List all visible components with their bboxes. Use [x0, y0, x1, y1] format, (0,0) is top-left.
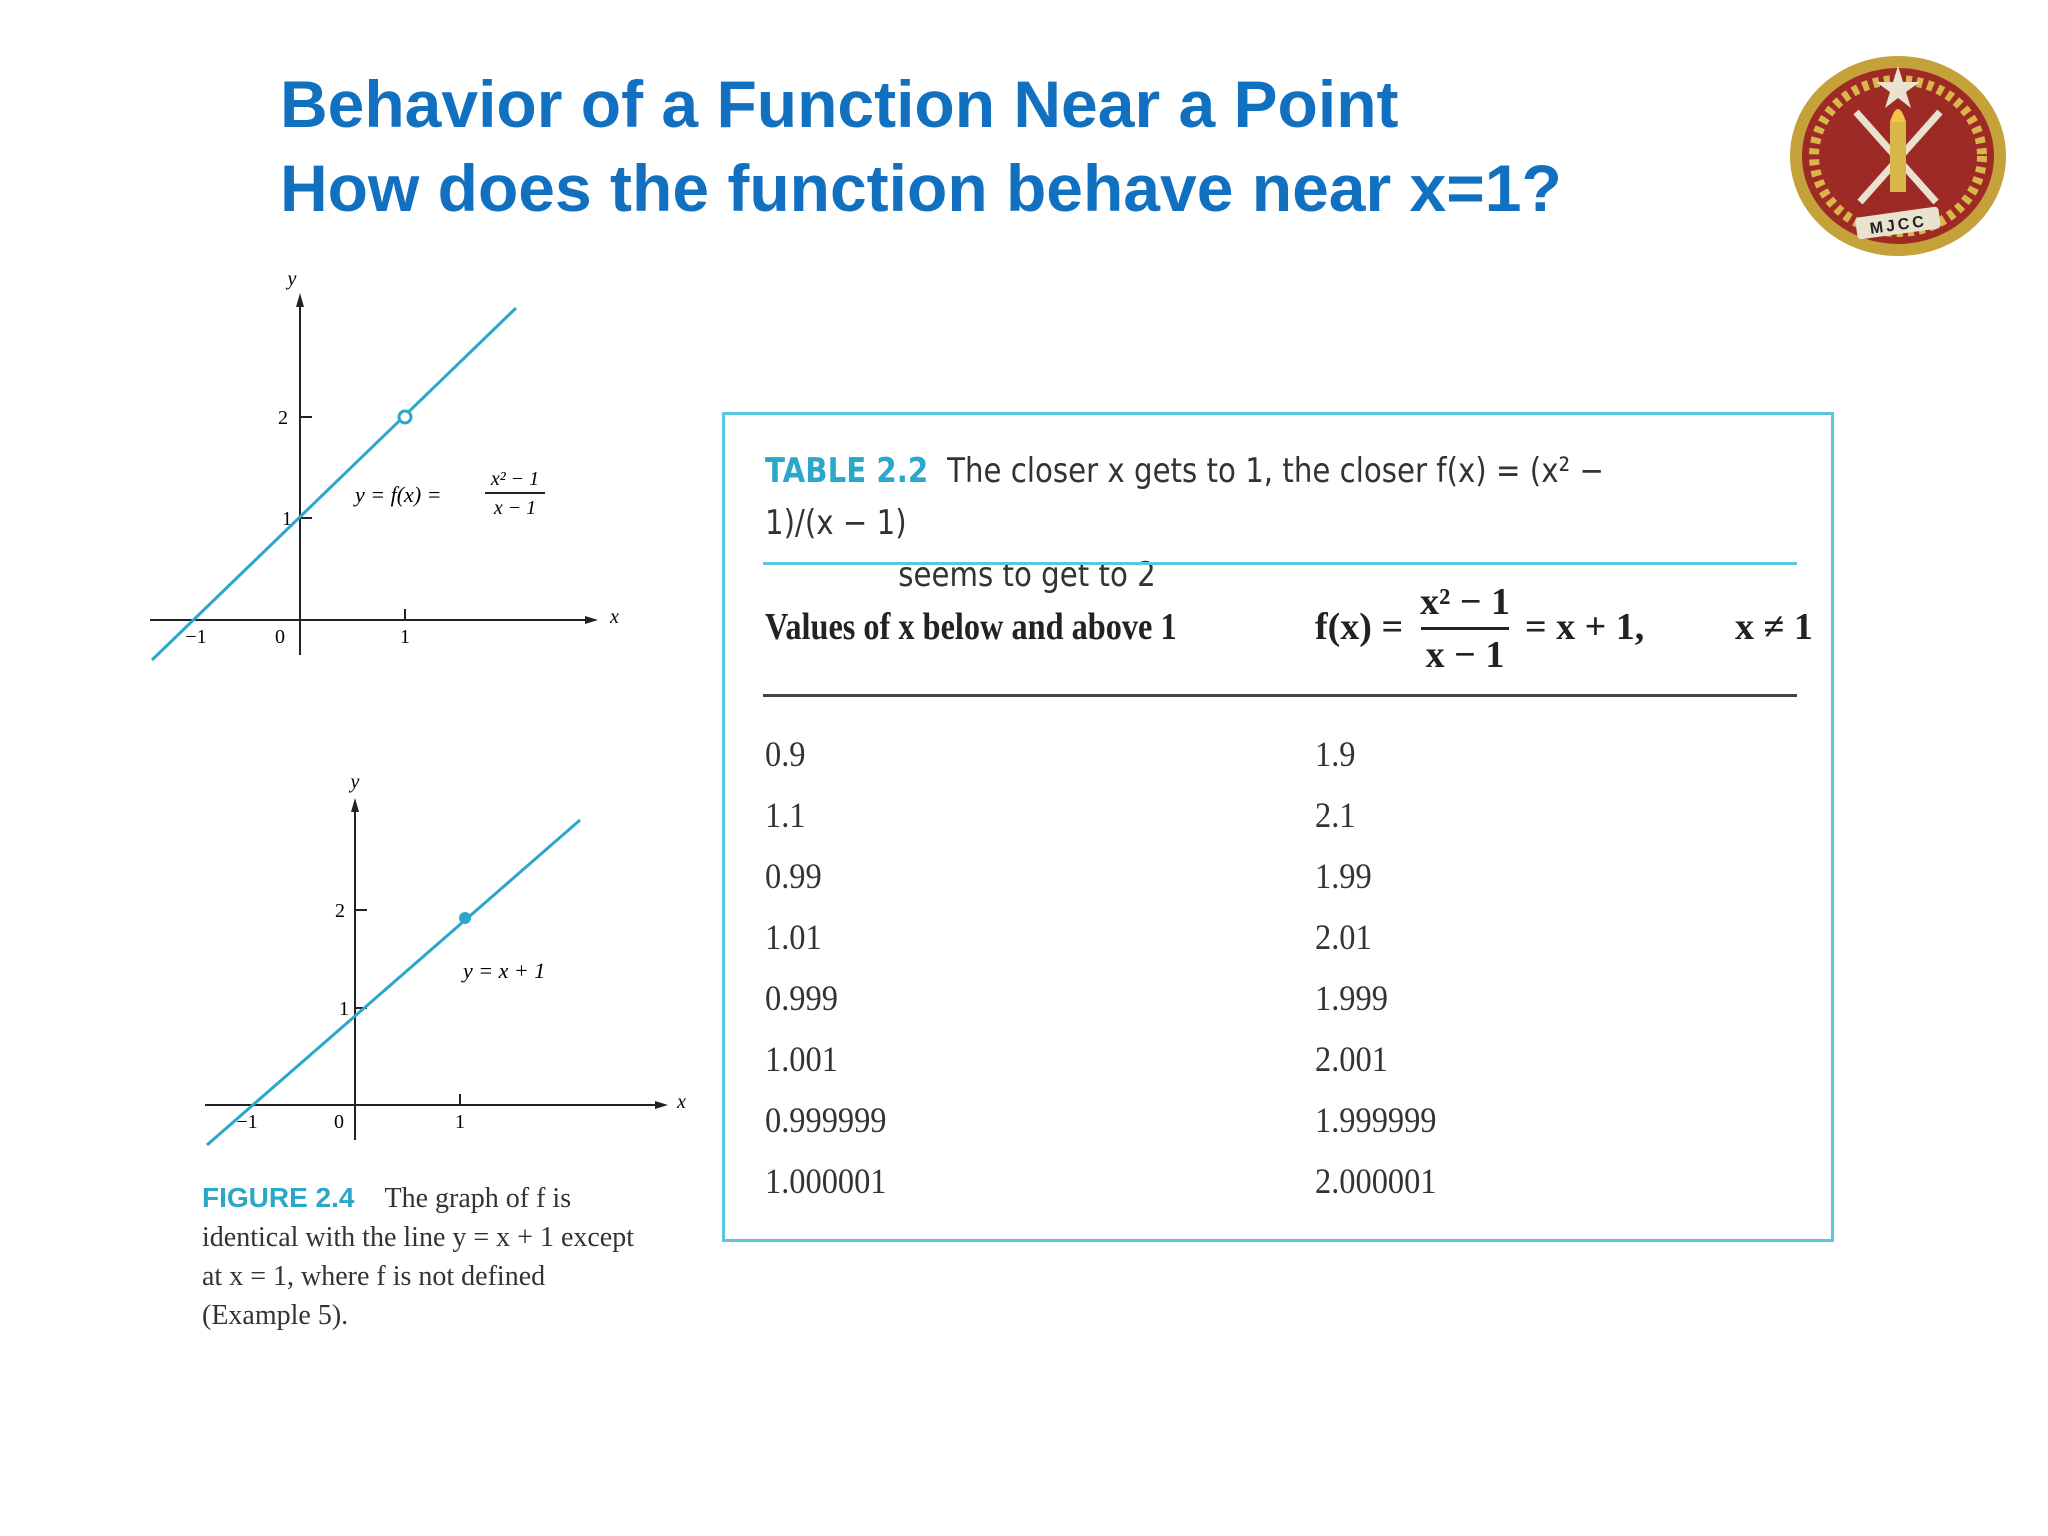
table-caption: TABLE 2.2 The closer x gets to 1, the clo… [765, 445, 1659, 601]
table-row: 1.000001 2.000001 [765, 1160, 1805, 1221]
tick-label-y2: 2 [335, 900, 345, 922]
graph1-equation-left: y = f(x) = [353, 482, 442, 507]
tick-label-y1: 1 [282, 508, 292, 530]
function-line [150, 306, 518, 662]
x-axis-arrow-icon [585, 616, 598, 624]
y-axis-arrow-icon [296, 293, 304, 307]
table-body: 0.9 1.9 1.1 2.1 0.99 1.99 1.01 2.01 0.999 1.9… [765, 733, 1805, 1221]
x-axis-arrow-icon [655, 1101, 668, 1109]
table-row: 0.99 1.99 [765, 855, 1805, 916]
figure-caption: FIGURE 2.4 The graph of f is identical wi… [202, 1178, 652, 1335]
title-line-2: How does the function behave near x=1? [280, 151, 1562, 225]
column-header-condition: x ≠ 1 [1735, 606, 1813, 648]
figure-caption-text: The graph of f is identical with the lin… [202, 1183, 635, 1331]
y-axis-arrow-icon [351, 798, 359, 812]
tick-label-y2: 2 [278, 407, 288, 429]
tick-label-x0: 0 [275, 626, 285, 648]
cell-x: 0.9 [765, 734, 806, 774]
cell-fx: 2.01 [1315, 917, 1372, 957]
table-rule-header [763, 694, 1797, 697]
table-caption-line-1: The closer x gets to 1, the closer f(x) … [765, 451, 1605, 543]
cell-fx: 1.9 [1315, 734, 1356, 774]
table-row: 1.01 2.01 [765, 916, 1805, 977]
cell-fx: 2.001 [1315, 1039, 1388, 1079]
table-caption-line-2: seems to get to 2 [898, 555, 1156, 595]
table-row: 0.999 1.999 [765, 977, 1805, 1038]
values-table: TABLE 2.2 The closer x gets to 1, the clo… [722, 412, 1834, 1242]
cell-fx: 2.1 [1315, 795, 1356, 835]
graph1-equation-numerator: x² − 1 [490, 468, 539, 490]
tick-label-xm1: −1 [185, 626, 206, 648]
cell-fx: 1.999 [1315, 978, 1388, 1018]
table-row: 0.999999 1.999999 [765, 1099, 1805, 1160]
column-header-numerator: x² − 1 [1419, 581, 1511, 623]
table-row: 1.001 2.001 [765, 1038, 1805, 1099]
title-line-1: Behavior of a Function Near a Point [280, 67, 1399, 141]
tick-label-x1: 1 [400, 626, 410, 648]
cell-x: 0.999999 [765, 1100, 887, 1140]
column-header-denominator: x − 1 [1425, 634, 1505, 676]
cell-x: 0.999 [765, 978, 838, 1018]
tick-label-x0: 0 [334, 1111, 344, 1133]
function-line [206, 818, 581, 1147]
graph-rational-function: y x 2 1 −1 0 1 y = f(x) = x² − 1 x − 1 [150, 268, 619, 662]
column-header-fx: f(x) = x² − 1 x − 1 = x + 1, x ≠ 1 [1315, 577, 1813, 687]
tick-label-x1: 1 [455, 1111, 465, 1133]
tick-label-y1: 1 [339, 998, 349, 1020]
cell-fx: 1.99 [1315, 856, 1372, 896]
graph2-equation: y = x + 1 [461, 958, 545, 983]
table-label: TABLE 2.2 [765, 451, 929, 491]
table-row: 0.9 1.9 [765, 733, 1805, 794]
tick-label-xm1: −1 [236, 1111, 257, 1133]
column-header-x: Values of x below and above 1 [765, 606, 1177, 648]
x-axis-label: x [676, 1091, 686, 1113]
cell-x: 1.1 [765, 795, 806, 835]
torch-icon [1890, 122, 1906, 192]
table-row: 1.1 2.1 [765, 794, 1805, 855]
cell-x: 0.99 [765, 856, 822, 896]
column-header-rhs: = x + 1, [1525, 606, 1645, 648]
table-rule-top [763, 562, 1797, 565]
y-axis-label: y [349, 771, 360, 793]
figure-label: FIGURE 2.4 [202, 1182, 355, 1213]
cell-fx: 1.999999 [1315, 1100, 1437, 1140]
graph1-equation-denominator: x − 1 [493, 497, 536, 519]
x-axis-label: x [609, 606, 619, 628]
hole-point [397, 409, 413, 425]
slide-title: Behavior of a Function Near a Point How … [280, 62, 1562, 230]
cell-x: 1.01 [765, 917, 822, 957]
cell-x: 1.000001 [765, 1161, 887, 1201]
column-header-fx-label: f(x) = [1315, 606, 1404, 648]
filled-point [459, 912, 471, 924]
star-icon [1876, 66, 1920, 108]
cell-x: 1.001 [765, 1039, 838, 1079]
y-axis-label: y [286, 268, 297, 290]
mjcc-logo: MJCC [1790, 56, 2006, 256]
cell-fx: 2.000001 [1315, 1161, 1437, 1201]
column-header-fraction: x² − 1 x − 1 [1417, 577, 1513, 680]
graph-linear-function: y x 2 1 −1 0 1 y = x + 1 [205, 771, 686, 1147]
